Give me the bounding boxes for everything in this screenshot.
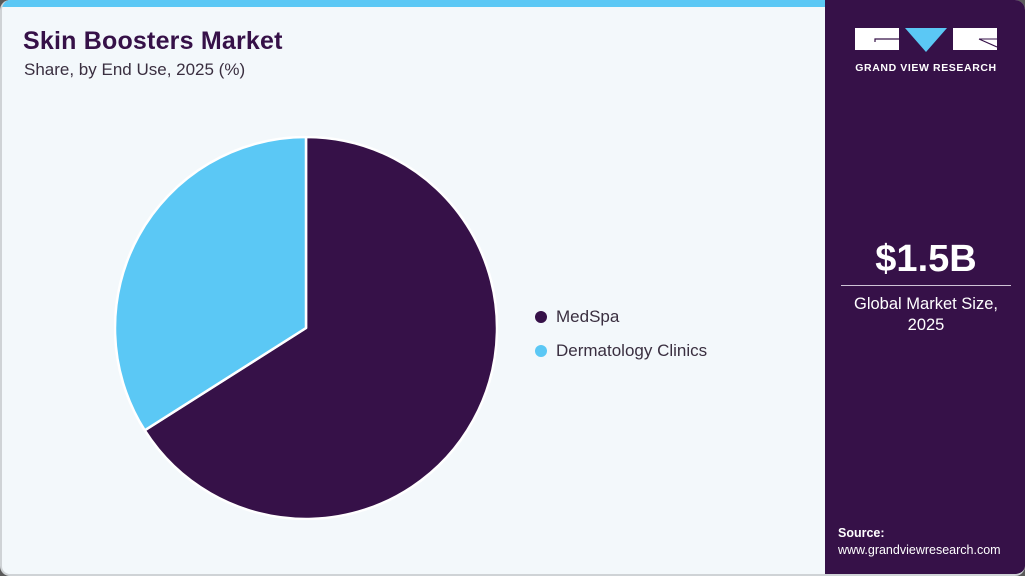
pie-slice-medspa xyxy=(143,135,499,521)
sidebar-panel: GRAND VIEW RESEARCH $1.5B Global Market … xyxy=(825,0,1025,574)
divider xyxy=(841,285,1011,286)
legend-dot-icon xyxy=(535,345,547,357)
source-link[interactable]: www.grandviewresearch.com xyxy=(838,543,1001,557)
legend-label: MedSpa xyxy=(556,307,620,326)
chart-subtitle: Share, by End Use, 2025 (%) xyxy=(24,60,246,79)
legend-dot-icon xyxy=(535,311,547,323)
source-label: Source: xyxy=(838,526,885,540)
top-accent-bar xyxy=(2,0,825,7)
market-size-label: Global Market Size, 2025 xyxy=(825,294,1025,336)
legend-label: Dermatology Clinics xyxy=(556,341,708,360)
market-label-line1: Global Market Size, xyxy=(854,295,998,313)
market-size-value: $1.5B xyxy=(875,238,977,280)
gvr-logo-icon xyxy=(855,28,997,52)
legend-item-dermatology-clinics: Dermatology Clinics xyxy=(535,334,707,368)
chart-legend: MedSpa Dermatology Clinics xyxy=(535,300,707,368)
logo-text: GRAND VIEW RESEARCH xyxy=(855,62,997,74)
pie-svg xyxy=(113,135,499,521)
chart-title: Skin Boosters Market xyxy=(23,27,283,55)
pie-slice-dermatology-clinics xyxy=(113,135,308,432)
legend-item-medspa: MedSpa xyxy=(535,300,707,334)
market-label-line2: 2025 xyxy=(907,316,945,334)
pie-chart xyxy=(113,135,499,521)
